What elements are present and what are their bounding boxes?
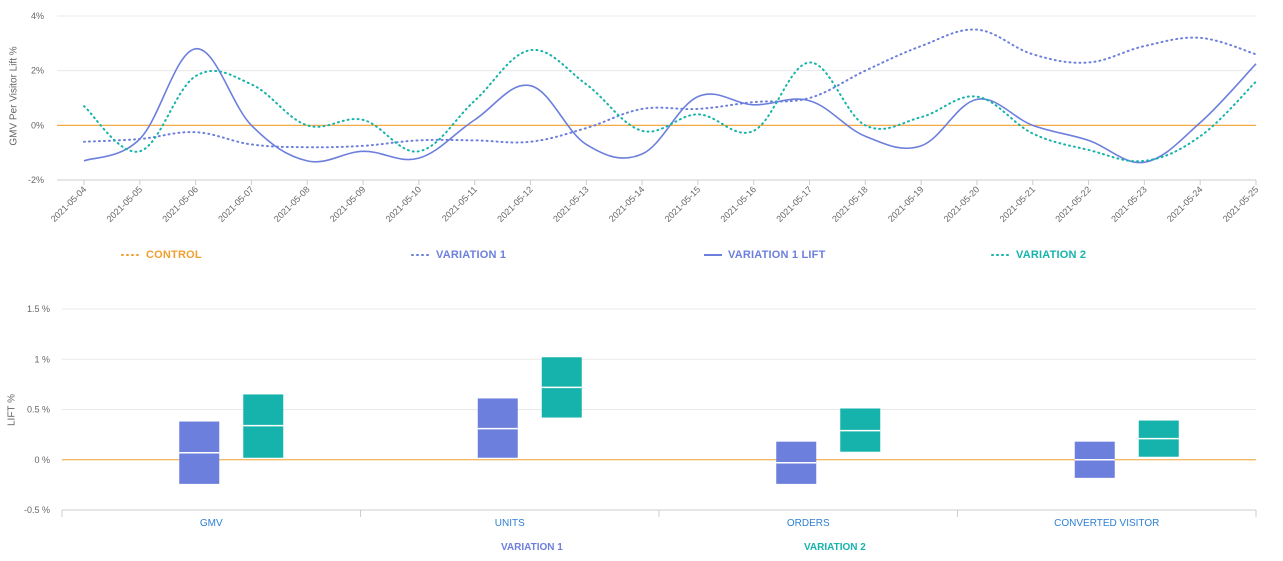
bar-y-tick-label: 1 % (34, 354, 50, 364)
line-x-tick-label: 2021-05-23 (1109, 184, 1149, 224)
bar-y-tick-label: 0 % (34, 455, 50, 465)
series-line-variation-2 (83, 49, 1257, 163)
legend-control-label: CONTROL (146, 249, 202, 261)
bar-y-tick-label: 1.5 % (27, 304, 50, 314)
legend-control[interactable]: CONTROL (120, 248, 202, 262)
line-x-tick-label: 2021-05-19 (886, 184, 926, 224)
legend-control-symbol (121, 254, 141, 256)
line-chart: 4% 2% 0% -2% 2021-05-04 2021-05-05 2021-05-06 2… (28, 11, 1261, 224)
lift-interval-chart: 1.5 % 1 % 0.5 % 0 % -0.5 % GMV UNITS ORDERS CONV… (24, 304, 1257, 529)
line-x-tick-label: 2021-05-13 (551, 184, 591, 224)
line-chart-ylabel: GMV Per Visitor Lift % (8, 46, 20, 146)
legend-variation-1-lift-label: VARIATION 1 LIFT (728, 249, 826, 261)
legend-variation-1-label: VARIATION 1 (436, 249, 507, 261)
line-y-tick-label: 2% (31, 66, 44, 76)
line-x-tick-label: 2021-05-14 (607, 184, 647, 224)
bar-category-label: UNITS (495, 518, 525, 529)
line-x-tick-label: 2021-05-24 (1165, 184, 1205, 224)
line-x-tick-label: 2021-05-18 (830, 184, 870, 224)
line-x-tick-label: 2021-05-21 (998, 184, 1038, 224)
legend-variation-2-label: VARIATION 2 (1016, 249, 1087, 261)
bar-chart-ylabel: LIFT % (6, 393, 18, 427)
line-x-tick-label: 2021-05-10 (384, 184, 424, 224)
line-x-tick-label: 2021-05-16 (718, 184, 758, 224)
line-x-tick-label: 2021-05-17 (774, 184, 814, 224)
bar-category-label: GMV (200, 518, 223, 529)
legend-variation-2[interactable]: VARIATION 2 (990, 248, 1086, 262)
line-x-tick-label: 2021-05-12 (495, 184, 535, 224)
line-x-tick-label: 2021-05-15 (663, 184, 703, 224)
legend-variation-1-lift[interactable]: VARIATION 1 LIFT (702, 248, 826, 262)
line-x-tick-label: 2021-05-20 (942, 184, 982, 224)
bar-legend-variation-2[interactable]: VARIATION 2 (804, 542, 866, 553)
bar-y-tick-label: 0.5 % (27, 405, 50, 415)
line-y-tick-label: -2% (28, 175, 44, 185)
line-x-tick-label: 2021-05-08 (272, 184, 312, 224)
bar-legend-variation-1[interactable]: VARIATION 1 (501, 542, 563, 553)
line-x-tick-label: 2021-05-06 (160, 184, 200, 224)
legend-variation-1[interactable]: VARIATION 1 (410, 248, 506, 262)
line-y-tick-label: 0% (31, 120, 44, 130)
series-line-variation-1 (83, 28, 1257, 149)
series-line-variation-1-lift (83, 47, 1257, 164)
line-y-tick-label: 4% (31, 11, 44, 21)
bar-y-tick-label: -0.5 % (24, 505, 50, 515)
line-x-tick-label: 2021-05-04 (49, 184, 89, 224)
bar-category-label: CONVERTED VISITOR (1054, 518, 1159, 529)
legend-variation-1-lift-symbol (704, 254, 722, 256)
line-x-tick-label: 2021-05-25 (1221, 184, 1261, 224)
line-x-tick-label: 2021-05-22 (1053, 184, 1093, 224)
line-x-tick-label: 2021-05-09 (328, 184, 368, 224)
line-x-tick-label: 2021-05-05 (105, 184, 145, 224)
legend-variation-1-symbol (411, 254, 431, 256)
line-x-tick-label: 2021-05-11 (440, 184, 479, 223)
bar-category-label: ORDERS (787, 518, 830, 529)
legend-variation-2-symbol (991, 254, 1011, 256)
line-x-tick-label: 2021-05-07 (216, 184, 256, 224)
